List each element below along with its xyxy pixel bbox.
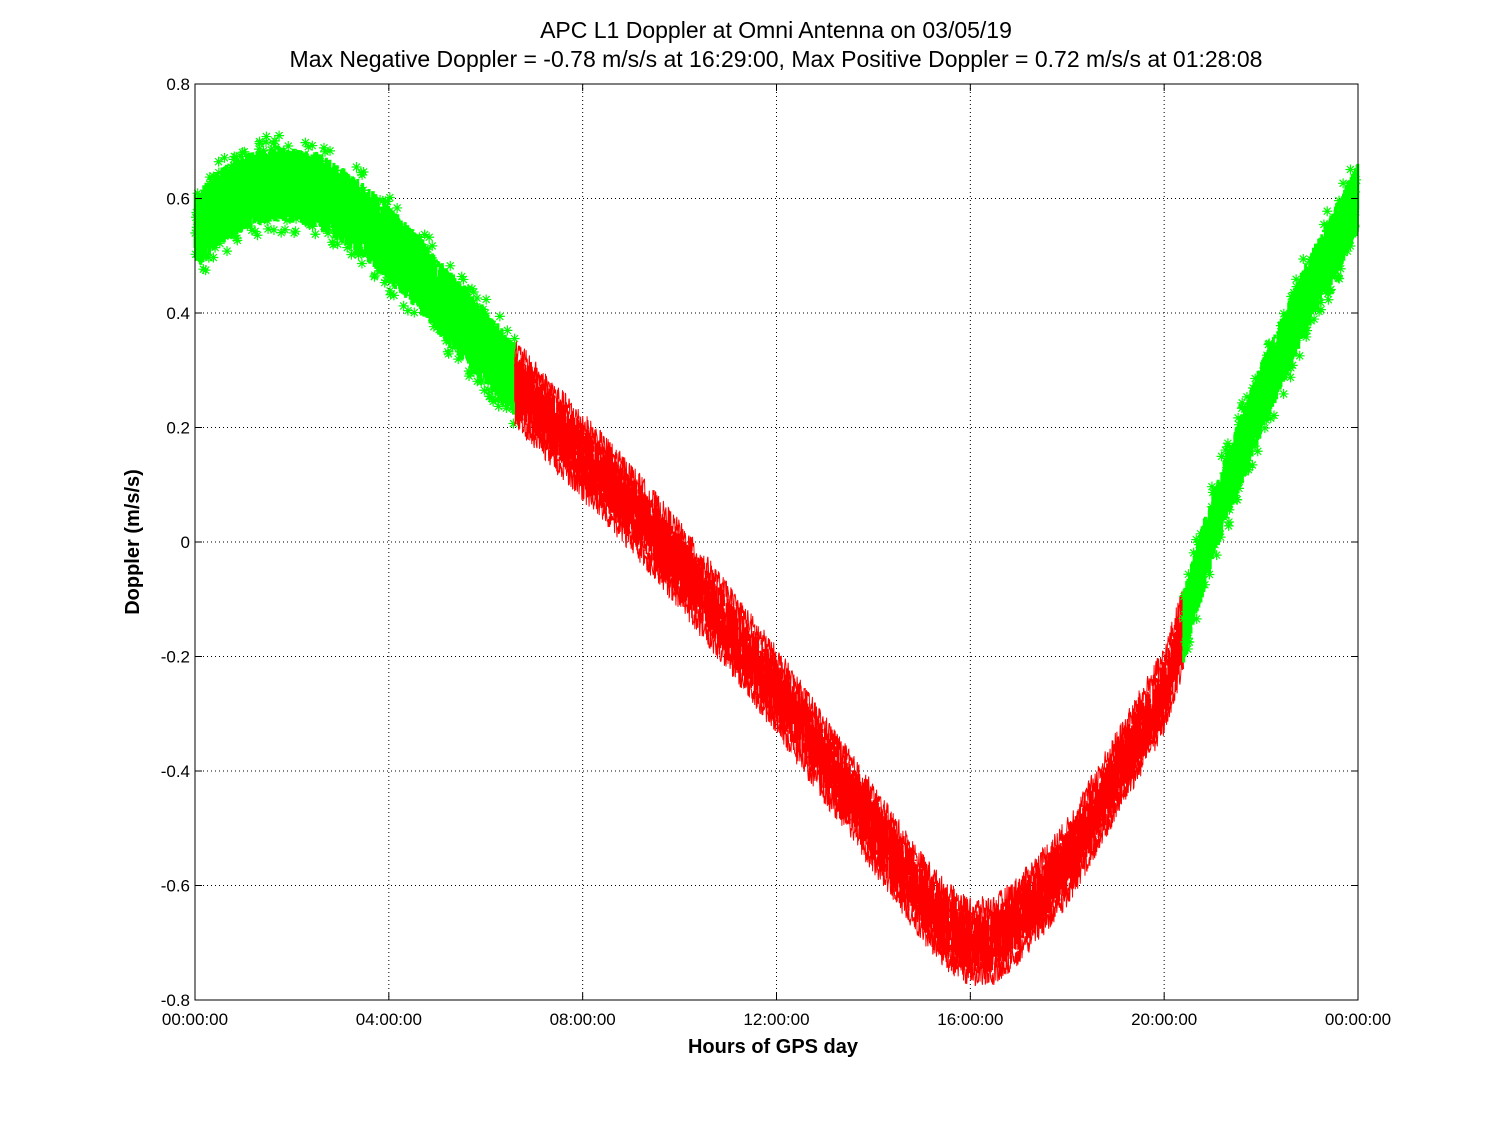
x-tick-label: 04:00:00 [356, 1010, 422, 1029]
x-tick-label: 00:00:00 [1325, 1010, 1391, 1029]
series-upper-trace [514, 341, 1184, 923]
y-tick-label: 0 [181, 533, 190, 552]
series-0 [190, 130, 520, 429]
y-tick-label: 0.4 [166, 304, 190, 323]
series-asterisk-markers [190, 130, 520, 429]
y-axis-label: Doppler (m/s/s) [122, 469, 144, 615]
chart-title: APC L1 Doppler at Omni Antenna on 03/05/… [540, 17, 1012, 43]
x-tick-label: 00:00:00 [162, 1010, 228, 1029]
series-asterisk-markers [1178, 164, 1362, 654]
x-tick-label: 16:00:00 [937, 1010, 1003, 1029]
y-tick-label: 0.6 [166, 190, 190, 209]
x-tick-label: 20:00:00 [1131, 1010, 1197, 1029]
axis-ticks: 00:00:00 04:00:00 08:00:00 12:00:00 16:00:00… [161, 75, 1391, 1029]
y-tick-label: -0.8 [161, 991, 190, 1010]
y-tick-label: -0.2 [161, 648, 190, 667]
series-1 [514, 341, 1185, 987]
x-tick-label: 12:00:00 [743, 1010, 809, 1029]
x-tick-label: 08:00:00 [550, 1010, 616, 1029]
y-tick-label: 0.8 [166, 75, 190, 94]
series-2 [1178, 163, 1362, 663]
series-lower-trace [514, 404, 1184, 987]
chart-subtitle: Max Negative Doppler = -0.78 m/s/s at 16… [290, 46, 1263, 72]
y-tick-label: 0.2 [166, 419, 190, 438]
x-axis-label: Hours of GPS day [688, 1036, 859, 1058]
data-series [190, 130, 1362, 987]
y-tick-label: -0.6 [161, 877, 190, 896]
y-tick-label: -0.4 [161, 762, 190, 781]
